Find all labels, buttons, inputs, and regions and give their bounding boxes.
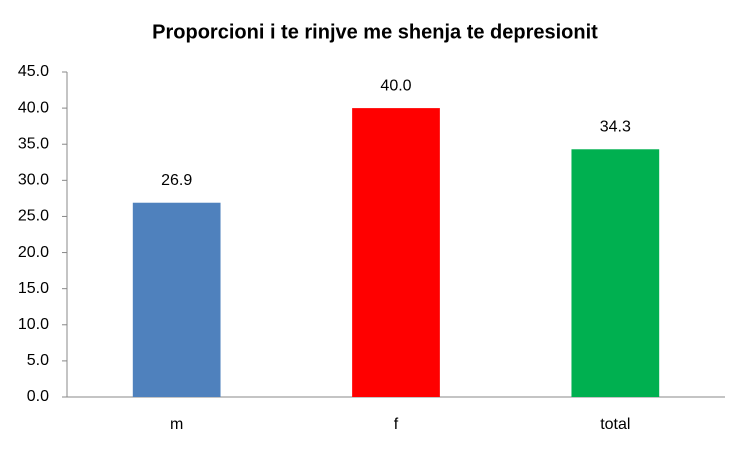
bar — [132, 202, 221, 397]
y-tick-label: 40.0 — [18, 99, 49, 116]
bar — [352, 108, 440, 397]
y-tick-label: 0.0 — [27, 388, 49, 405]
y-tick-label: 45.0 — [18, 63, 49, 80]
chart-title: Proporcioni i te rinjve me shenja te dep… — [152, 21, 598, 43]
y-tick-label: 35.0 — [18, 135, 49, 152]
y-tick-label: 30.0 — [18, 172, 49, 189]
x-tick-label: total — [600, 416, 630, 433]
x-tick-label: m — [170, 416, 183, 433]
data-label: 34.3 — [600, 118, 631, 135]
y-tick-label: 15.0 — [18, 280, 49, 297]
bar — [571, 149, 660, 397]
y-tick-label: 20.0 — [18, 244, 49, 261]
y-tick-label: 5.0 — [27, 352, 49, 369]
y-tick-label: 10.0 — [18, 316, 49, 333]
y-tick-label: 25.0 — [18, 208, 49, 225]
data-label: 26.9 — [161, 172, 192, 189]
x-tick-label: f — [394, 416, 399, 433]
data-label: 40.0 — [380, 77, 411, 94]
